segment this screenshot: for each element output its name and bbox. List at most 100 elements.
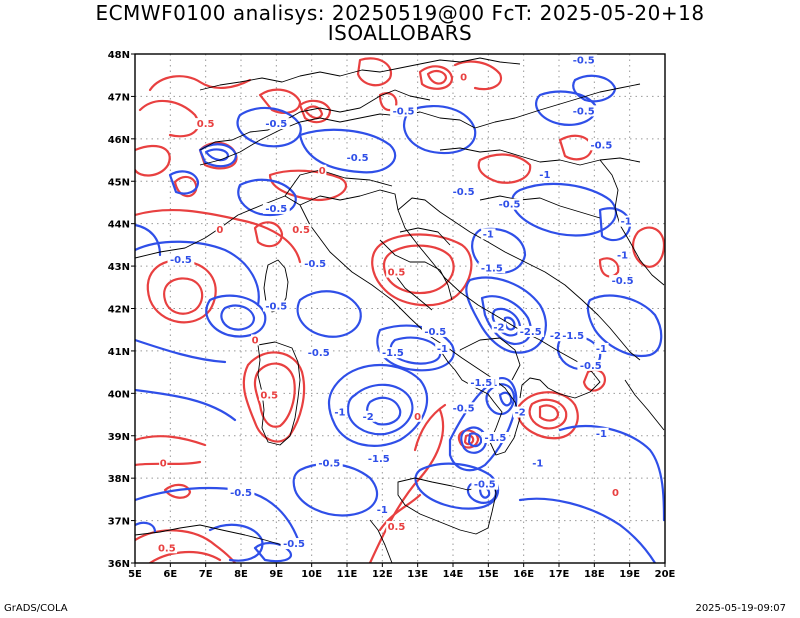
contour-neg: [135, 223, 162, 257]
contour-label: 0.5: [197, 119, 215, 130]
contour-label-bg: [512, 406, 528, 418]
chart-subtitle: ISOALLOBARS: [327, 21, 473, 45]
lat-tick-label: 46N: [108, 135, 130, 146]
contour-label: -1: [621, 217, 632, 228]
contour-label-bg: [262, 202, 290, 214]
contour-label: -1.5: [484, 433, 506, 444]
africa-coast-2: [369, 519, 393, 564]
contour-neg: [498, 391, 513, 407]
contour-label-bg: [548, 330, 563, 342]
contour-label-bg: [227, 487, 255, 499]
contour-label-bg: [594, 427, 609, 439]
contour-label-bg: [577, 359, 605, 371]
contour-pos: [135, 460, 202, 467]
balkan-coast: [397, 197, 641, 361]
germany-border: [199, 63, 421, 91]
contour-label: 0: [252, 335, 259, 346]
africa-coast: [134, 524, 296, 549]
lon-tick-label: 9E: [269, 569, 283, 580]
lon-tick-label: 7E: [199, 569, 213, 580]
greece-coast: [624, 379, 665, 431]
lat-tick-label: 37N: [108, 517, 130, 528]
contour-label-bg: [530, 457, 545, 469]
italy-regions-5: [399, 227, 451, 246]
contour-label: -0.5: [265, 302, 287, 313]
contour-label: -0.5: [308, 348, 330, 359]
lon-tick-label: 11E: [337, 569, 358, 580]
contour-label-bg: [609, 275, 636, 287]
contour-pos: [368, 408, 445, 563]
contour-label-bg: [559, 330, 587, 342]
hungary-border: [474, 83, 641, 129]
contour-label: -1: [539, 170, 550, 181]
contour-neg: [296, 290, 362, 338]
contour-pos: [253, 221, 284, 248]
lon-tick-label: 14E: [443, 569, 464, 580]
contour-pos: [163, 277, 204, 315]
contour-neg: [205, 294, 267, 338]
austria-border: [281, 89, 431, 123]
contour-label: 0.5: [260, 391, 278, 402]
lat-tick-label: 38N: [108, 474, 130, 485]
lon-tick-label: 13E: [407, 569, 428, 580]
contour-label: -1: [483, 229, 494, 240]
contour-label: 0: [460, 72, 467, 83]
contour-label: 0: [612, 488, 619, 499]
contour-label-bg: [315, 457, 343, 469]
contour-neg: [298, 128, 397, 174]
contour-label: 0: [319, 166, 326, 177]
contour-pos: [148, 75, 252, 92]
contour-label: -0.5: [580, 361, 602, 372]
footer-timestamp: 2025-05-19-09:07: [695, 603, 786, 614]
contour-neg: [558, 424, 665, 522]
lon-tick-label: 20E: [655, 569, 676, 580]
lon-tick-label: 10E: [301, 569, 322, 580]
contour-pos: [371, 233, 473, 307]
contour-pos: [538, 404, 560, 422]
contour-pos: [148, 550, 222, 563]
contour-pos: [163, 483, 192, 499]
contour-label: -2: [515, 408, 526, 419]
contour-pos: [378, 493, 422, 532]
contour-label: -1: [532, 458, 543, 469]
lon-tick-label: 15E: [478, 569, 499, 580]
contour-label-bg: [481, 228, 496, 240]
contour-label-bg: [305, 347, 333, 359]
contour-label-bg: [318, 164, 327, 176]
contour-pos: [418, 65, 454, 90]
lat-tick-label: 45N: [108, 177, 130, 188]
contour-neg: [535, 90, 597, 126]
contour-neg: [135, 388, 237, 422]
contour-label: 0.5: [388, 268, 406, 279]
contour-label-bg: [251, 334, 260, 346]
contour-neg: [135, 338, 227, 364]
contour-label-bg: [496, 198, 523, 210]
contour-neg: [292, 462, 379, 517]
contour-neg: [220, 304, 256, 331]
lon-tick-label: 16E: [513, 569, 534, 580]
contour-label: -1.5: [368, 454, 390, 465]
lat-tick-label: 41N: [108, 347, 130, 358]
contour-labels: -0.5 -0.5 -0.5 -0.5 -0.5 -0.5 -0.5 -0.5 -0.5 -0.5…: [156, 54, 636, 554]
lat-tick-label: 43N: [108, 262, 130, 273]
lon-tick-label: 17E: [549, 569, 570, 580]
contour-label: -0.5: [474, 480, 496, 491]
contour-neg: [414, 462, 500, 510]
positive-contours: [135, 57, 665, 563]
contour-label-bg: [301, 258, 329, 270]
lat-tick-label: 39N: [108, 432, 130, 443]
contour-label-bg: [215, 224, 224, 236]
contour-label: -0.5: [170, 255, 192, 266]
contour-pos: [268, 169, 348, 202]
contour-label: -0.5: [347, 153, 369, 164]
contour-label: -0.5: [499, 200, 521, 211]
contour-label: -0.5: [573, 106, 595, 117]
contour-label: -1: [437, 344, 448, 355]
italy-regions-4: [459, 337, 521, 381]
contour-label-bg: [332, 406, 348, 418]
sardinia-coast: [257, 341, 301, 446]
contour-label-bg: [262, 300, 290, 312]
contour-label-bg: [517, 325, 545, 337]
lat-tick-label: 44N: [108, 220, 130, 231]
chart-title: ECMWF0100 analisys: 20250519@00 FcT: 202…: [95, 1, 705, 25]
